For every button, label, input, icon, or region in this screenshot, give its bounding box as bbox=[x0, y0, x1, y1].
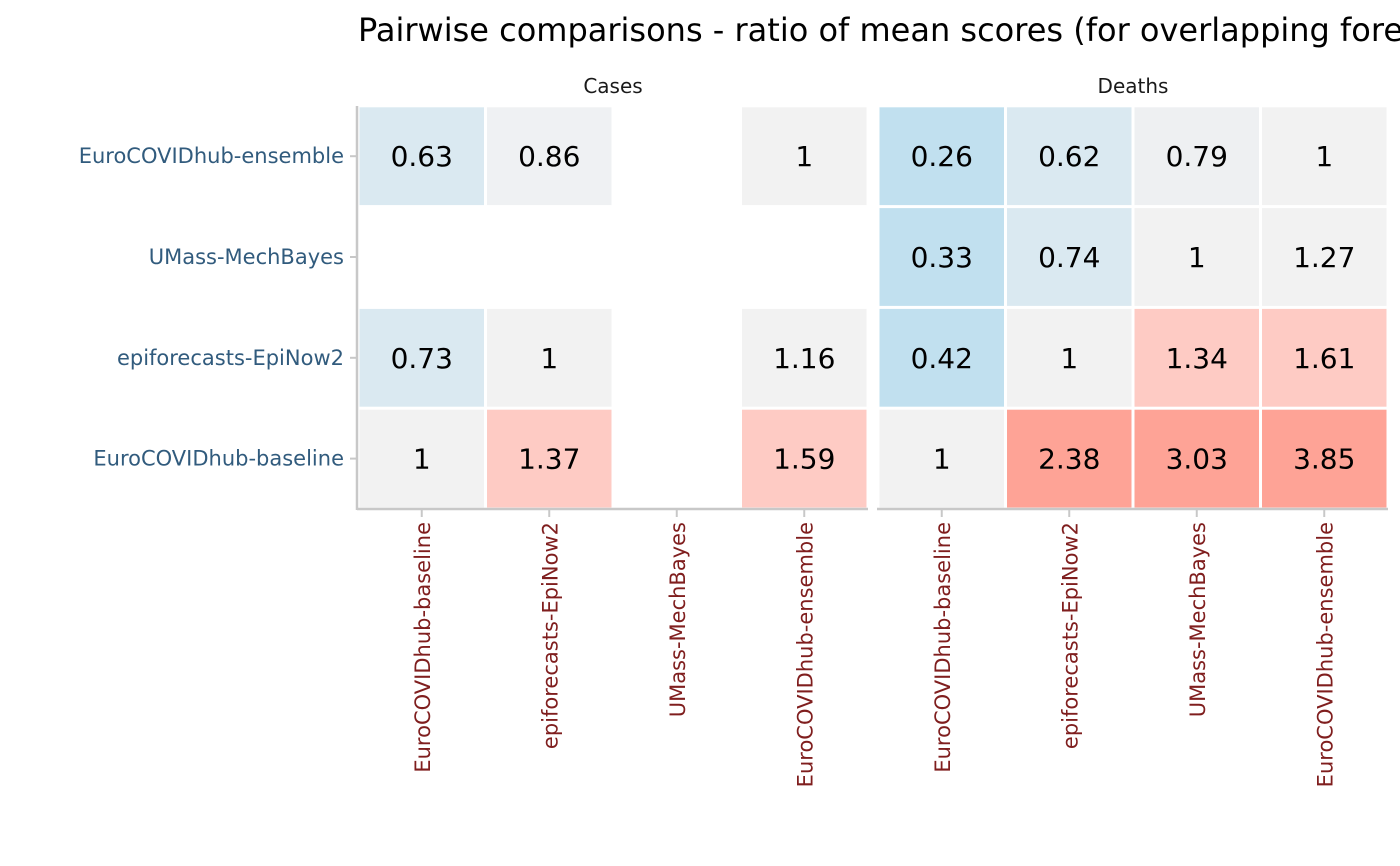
y-tick-label-eurocovidhub-baseline: EuroCOVIDhub-baseline bbox=[93, 447, 344, 471]
cell-value-label: 0.86 bbox=[518, 140, 580, 173]
cell-value-label: 1.27 bbox=[1293, 241, 1355, 274]
heatmap-cell-cases-epiforecasts-epinow2-vs-eurocovidhub-ensemble bbox=[742, 308, 867, 407]
x-tick-label-deaths-umass-mechbayes: UMass-MechBayes bbox=[1186, 522, 1210, 717]
heatmap-cell-deaths-eurocovidhub-baseline-vs-umass-mechbayes bbox=[1134, 409, 1259, 508]
heatmap-cell-deaths-umass-mechbayes-vs-eurocovidhub-baseline bbox=[879, 208, 1004, 306]
cell-value-label: 1 bbox=[1188, 241, 1206, 274]
cell-value-label: 0.26 bbox=[911, 140, 973, 173]
heatmap-cell-deaths-umass-mechbayes-vs-epiforecasts-epinow2 bbox=[1007, 208, 1132, 306]
heatmap-cell-deaths-eurocovidhub-ensemble-vs-eurocovidhub-ensemble bbox=[1262, 107, 1387, 206]
cell-value-label: 1 bbox=[933, 443, 951, 476]
axes bbox=[350, 106, 1388, 517]
facet-strip-cases: Cases bbox=[583, 74, 642, 98]
cell-value-label: 1.37 bbox=[518, 443, 580, 476]
cell-value-label: 1.34 bbox=[1166, 342, 1228, 375]
x-tick-label-cases-eurocovidhub-ensemble: EuroCOVIDhub-ensemble bbox=[793, 522, 817, 787]
x-tick-label-deaths-epiforecasts-epinow2: epiforecasts-EpiNow2 bbox=[1058, 522, 1082, 749]
cell-value-label: 0.33 bbox=[911, 241, 973, 274]
x-tick-label-deaths-eurocovidhub-ensemble: EuroCOVIDhub-ensemble bbox=[1313, 522, 1337, 787]
heatmap-cell-deaths-eurocovidhub-ensemble-vs-epiforecasts-epinow2 bbox=[1007, 107, 1132, 206]
cell-value-label: 3.85 bbox=[1293, 443, 1355, 476]
cell-value-label: 1 bbox=[540, 342, 558, 375]
heatmap-cell-deaths-eurocovidhub-baseline-vs-eurocovidhub-ensemble bbox=[1262, 409, 1387, 508]
cell-value-label: 1 bbox=[413, 443, 431, 476]
cell-value-label: 0.63 bbox=[391, 140, 453, 173]
cell-value-label: 1.61 bbox=[1293, 342, 1355, 375]
cell-value-label: 1 bbox=[1060, 342, 1078, 375]
x-axis-labels: EuroCOVIDhub-baseline epiforecasts-EpiNow… bbox=[411, 522, 1338, 787]
facet-strips: Cases Deaths bbox=[583, 74, 1168, 98]
y-axis-labels: EuroCOVIDhub-baseline epiforecasts-EpiNow… bbox=[79, 144, 344, 470]
heatmap-cell-cases-eurocovidhub-baseline-vs-eurocovidhub-baseline bbox=[359, 409, 484, 508]
heatmap-cell-cases-epiforecasts-epinow2-vs-eurocovidhub-baseline bbox=[359, 308, 484, 407]
heatmap-cell-cases-epiforecasts-epinow2-vs-epiforecasts-epinow2 bbox=[487, 308, 612, 407]
chart-title: Pairwise comparisons - ratio of mean sco… bbox=[358, 11, 1400, 49]
x-tick-label-cases-epiforecasts-epinow2: epiforecasts-EpiNow2 bbox=[538, 522, 562, 749]
heatmap-cell-cases-eurocovidhub-ensemble-vs-epiforecasts-epinow2 bbox=[487, 107, 612, 206]
cell-value-label: 0.73 bbox=[391, 342, 453, 375]
heatmap-cell-deaths-epiforecasts-epinow2-vs-eurocovidhub-baseline bbox=[879, 308, 1004, 407]
heatmap-cell-deaths-eurocovidhub-baseline-vs-eurocovidhub-baseline bbox=[879, 409, 1004, 508]
heatmap-cell-cases-eurocovidhub-baseline-vs-eurocovidhub-ensemble bbox=[742, 409, 867, 508]
cell-value-label: 3.03 bbox=[1166, 443, 1228, 476]
heatmap-cell-cases-eurocovidhub-ensemble-vs-eurocovidhub-ensemble bbox=[742, 107, 867, 206]
heatmap-cell-deaths-epiforecasts-epinow2-vs-umass-mechbayes bbox=[1134, 308, 1259, 407]
cell-value-label: 0.79 bbox=[1166, 140, 1228, 173]
y-tick-label-eurocovidhub-ensemble: EuroCOVIDhub-ensemble bbox=[79, 144, 344, 168]
cell-value-label: 1.16 bbox=[773, 342, 835, 375]
cell-value-label: 1.59 bbox=[773, 443, 835, 476]
heatmap-cell-deaths-eurocovidhub-ensemble-vs-umass-mechbayes bbox=[1134, 107, 1259, 206]
facet-strip-deaths: Deaths bbox=[1098, 74, 1169, 98]
heatmap-cell-deaths-umass-mechbayes-vs-umass-mechbayes bbox=[1134, 208, 1259, 306]
heatmap-cell-deaths-epiforecasts-epinow2-vs-epiforecasts-epinow2 bbox=[1007, 308, 1132, 407]
x-tick-label-deaths-eurocovidhub-baseline: EuroCOVIDhub-baseline bbox=[931, 522, 955, 773]
cell-value-label: 2.38 bbox=[1038, 443, 1100, 476]
cell-value-label: 0.62 bbox=[1038, 140, 1100, 173]
cell-value-label: 1 bbox=[795, 140, 813, 173]
heatmap-cell-deaths-epiforecasts-epinow2-vs-eurocovidhub-ensemble bbox=[1262, 308, 1387, 407]
x-tick-label-cases-umass-mechbayes: UMass-MechBayes bbox=[666, 522, 690, 717]
heatmap-cell-cases-eurocovidhub-ensemble-vs-eurocovidhub-baseline bbox=[359, 107, 484, 206]
y-tick-label-umass-mechbayes: UMass-MechBayes bbox=[149, 245, 344, 269]
x-tick-label-cases-eurocovidhub-baseline: EuroCOVIDhub-baseline bbox=[411, 522, 435, 773]
heatmap-cell-deaths-eurocovidhub-ensemble-vs-eurocovidhub-baseline bbox=[879, 107, 1004, 206]
cell-value-label: 0.74 bbox=[1038, 241, 1100, 274]
y-tick-label-epiforecasts-epinow2: epiforecasts-EpiNow2 bbox=[117, 346, 344, 370]
heatmap-cell-cases-eurocovidhub-baseline-vs-epiforecasts-epinow2 bbox=[487, 409, 612, 508]
cell-value-label: 1 bbox=[1315, 140, 1333, 173]
heatmap-cells: 0.63 0.86 1 0.73 1 1.16 1 1.37 1.59 0.26 0.62 0.79 1… bbox=[359, 107, 1387, 508]
heatmap-cell-deaths-eurocovidhub-baseline-vs-epiforecasts-epinow2 bbox=[1007, 409, 1132, 508]
cell-value-label: 0.42 bbox=[911, 342, 973, 375]
heatmap-cell-deaths-umass-mechbayes-vs-eurocovidhub-ensemble bbox=[1262, 208, 1387, 306]
